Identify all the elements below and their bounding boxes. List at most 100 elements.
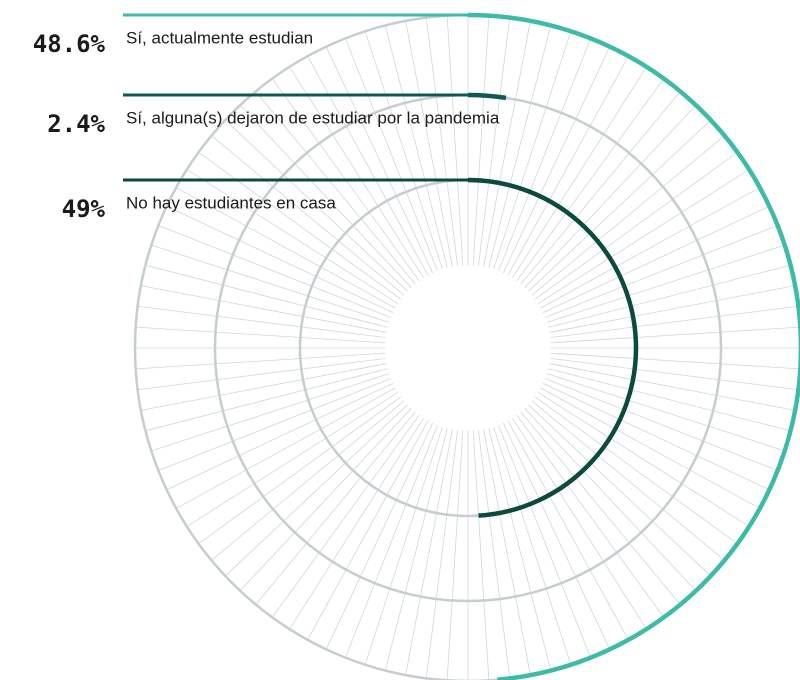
spoke bbox=[307, 55, 429, 276]
spoke bbox=[158, 225, 391, 318]
spoke bbox=[186, 169, 399, 304]
spoke bbox=[224, 119, 408, 292]
spoke bbox=[545, 225, 778, 318]
spoke bbox=[483, 429, 531, 676]
spoke bbox=[255, 91, 416, 285]
spoke bbox=[546, 373, 785, 452]
spoke bbox=[255, 411, 416, 605]
spoke bbox=[516, 78, 665, 282]
spoke bbox=[549, 363, 796, 411]
spoke bbox=[325, 46, 434, 274]
spoke bbox=[550, 358, 799, 391]
spoke bbox=[425, 17, 458, 266]
spoke bbox=[198, 396, 402, 545]
spoke bbox=[542, 382, 770, 491]
spoke bbox=[425, 430, 458, 679]
spoke bbox=[145, 368, 388, 432]
spoke bbox=[198, 151, 402, 300]
spoke bbox=[224, 404, 408, 577]
radial-bar bbox=[467, 177, 639, 518]
spoke bbox=[498, 38, 591, 271]
spoke bbox=[493, 31, 572, 270]
spoke bbox=[446, 15, 464, 266]
spoke bbox=[548, 264, 791, 328]
spoke bbox=[542, 205, 770, 314]
spoke bbox=[446, 430, 464, 680]
spoke bbox=[239, 104, 412, 288]
spoke bbox=[364, 31, 443, 270]
category-label: Sí, actualmente estudian bbox=[126, 28, 313, 47]
spoke bbox=[550, 326, 800, 344]
category-label: Sí, alguna(s) dejaron de estudiar por la… bbox=[126, 108, 500, 127]
spoke bbox=[524, 104, 697, 288]
spoke bbox=[364, 426, 443, 665]
spoke bbox=[520, 411, 681, 605]
spoke bbox=[498, 425, 591, 658]
spoke bbox=[384, 25, 448, 268]
spoke bbox=[175, 387, 396, 509]
spoke bbox=[524, 408, 697, 592]
spoke bbox=[140, 285, 387, 333]
spoke bbox=[158, 378, 391, 471]
spoke bbox=[534, 151, 738, 300]
spoke bbox=[478, 17, 511, 266]
spoke bbox=[502, 46, 611, 274]
spoke bbox=[345, 38, 438, 271]
spoke bbox=[502, 422, 611, 650]
spoke bbox=[531, 135, 725, 296]
radial-bar bbox=[467, 92, 507, 101]
spoke bbox=[186, 392, 399, 527]
spoke bbox=[548, 368, 791, 432]
spoke bbox=[550, 352, 800, 370]
spoke bbox=[483, 20, 531, 267]
spoke bbox=[239, 408, 412, 592]
spoke bbox=[488, 25, 552, 268]
spoke bbox=[151, 244, 390, 323]
spoke bbox=[534, 396, 738, 545]
spoke bbox=[493, 426, 572, 665]
spoke bbox=[405, 429, 453, 676]
spoke bbox=[537, 169, 750, 304]
spoke bbox=[537, 392, 750, 527]
spoke bbox=[137, 358, 386, 391]
spoke bbox=[540, 187, 761, 309]
spoke bbox=[271, 414, 420, 618]
spoke bbox=[478, 430, 511, 679]
spoke bbox=[545, 378, 778, 471]
spoke bbox=[307, 420, 429, 641]
spoke bbox=[345, 425, 438, 658]
spoke bbox=[540, 387, 761, 509]
spoke bbox=[507, 420, 629, 641]
spoke bbox=[211, 400, 405, 561]
spoke bbox=[550, 305, 799, 338]
spoke bbox=[520, 91, 681, 285]
spoke bbox=[512, 66, 647, 279]
spoke bbox=[546, 244, 785, 323]
spoke bbox=[175, 187, 396, 309]
spoke bbox=[384, 428, 448, 671]
spoke bbox=[151, 373, 390, 452]
spoke bbox=[507, 55, 629, 276]
spoke bbox=[512, 417, 647, 630]
spoke bbox=[325, 422, 434, 650]
spoke bbox=[166, 382, 394, 491]
spoke bbox=[135, 326, 386, 344]
spoke bbox=[145, 264, 388, 328]
value-label: 48.6% bbox=[33, 30, 106, 58]
spoke bbox=[137, 305, 386, 338]
spoke bbox=[528, 119, 712, 292]
spoke bbox=[211, 135, 405, 296]
radial-bar bbox=[467, 12, 800, 680]
spoke bbox=[516, 414, 665, 618]
spoke bbox=[488, 428, 552, 671]
spoke bbox=[289, 66, 424, 279]
spoke bbox=[140, 363, 387, 411]
spoke bbox=[166, 205, 394, 314]
spoke bbox=[472, 430, 490, 680]
spoke bbox=[531, 400, 725, 561]
spoke bbox=[405, 20, 453, 267]
category-label: No hay estudiantes en casa bbox=[126, 193, 336, 212]
spoke bbox=[549, 285, 796, 333]
spoke bbox=[289, 417, 424, 630]
